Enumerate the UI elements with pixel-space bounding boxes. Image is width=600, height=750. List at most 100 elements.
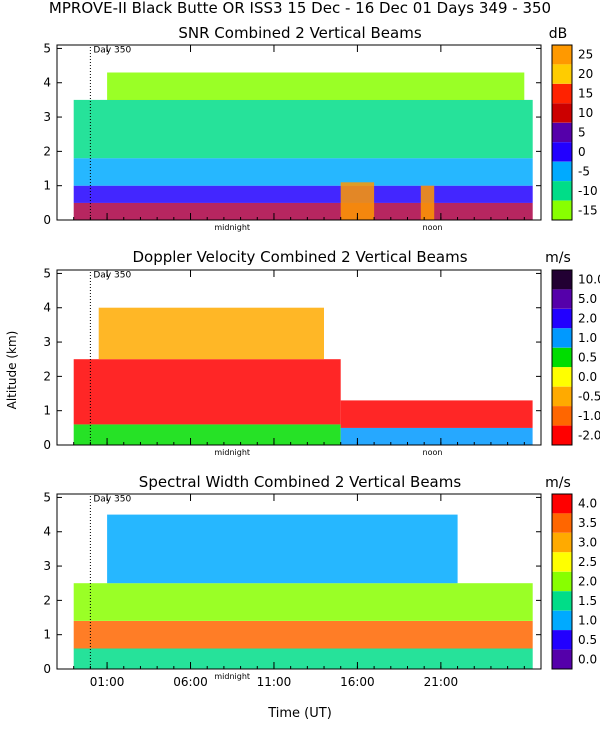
heatmap-region-late-body [340,400,533,428]
colorbar-swatch [552,181,572,201]
figure-title: MPROVE-II Black Butte OR ISS3 15 Dec - 1… [49,0,551,17]
colorbar-swatch [552,630,572,650]
colorbar-tick-label: 5.0 [578,292,597,306]
time-marker-label: midnight [214,223,250,232]
colorbar-swatch [552,386,572,407]
doppler-panel: Doppler Velocity Combined 2 Vertical Bea… [43,248,600,457]
y-tick-label: 5 [43,41,51,55]
x-tick-label: 06:00 [173,675,208,689]
heatmap-region-core [73,621,533,649]
colorbar-tick-label: 0.0 [578,370,597,384]
colorbar-swatch [552,347,572,368]
colorbar-tick-label: 0 [578,145,586,159]
colorbar-tick-label: -10 [578,184,598,198]
heatmap-region-body [73,359,341,425]
y-tick-label: 5 [43,490,51,504]
colorbar-swatch [552,270,572,290]
colorbar-tick-label: -15 [578,203,598,217]
colorbar-swatch [552,161,572,182]
plot-frame [56,44,542,221]
colorbar-swatch [552,367,572,387]
snr-panel: SNR Combined 2 Vertical Beams dB 0 1 2 3 4 5 D… [43,24,597,232]
x-axis-label: Time (UT) [267,706,332,721]
colorbar-swatch [552,64,572,84]
colorbar-swatch [552,83,572,104]
panel-title: Spectral Width Combined 2 Vertical Beams [139,473,462,491]
y-tick-label: 0 [43,662,51,676]
colorbar-unit: dB [549,26,568,42]
y-tick-label: 0 [43,438,51,452]
colorbar-tick-label: 1.0 [578,331,597,345]
y-tick-label: 3 [43,335,51,349]
colorbar-tick-label: 3.5 [578,516,597,530]
colorbar-tick-label: -0.5 [578,389,600,403]
heatmap-region-layer [73,185,533,203]
colorbar-swatch [552,142,572,162]
day-label: Day 350 [93,494,131,504]
colorbar-swatch [552,425,572,445]
colorbar-tick-label: 1.5 [578,594,597,608]
heatmap-region-hot-2 [420,185,435,220]
heatmap-region-base [73,648,533,669]
y-tick-label: 1 [43,179,51,193]
colorbar-swatch [552,649,572,669]
x-tick-label: 16:00 [340,675,375,689]
time-marker-label: midnight [214,448,250,457]
colorbar-tick-label: 0.5 [578,351,597,365]
colorbar-swatch [552,494,572,514]
y-tick-label: 5 [43,266,51,280]
panel-title: SNR Combined 2 Vertical Beams [178,24,421,42]
heatmap-region-upper [73,99,533,159]
heatmap-region-upper [107,514,458,584]
heatmap-region-top [107,72,525,100]
y-tick-label: 0 [43,213,51,227]
panel-title: Doppler Velocity Combined 2 Vertical Bea… [132,248,467,266]
colorbar-tick-label: 3.0 [578,536,597,550]
plot-frame [56,269,542,446]
heatmap-region-upper [98,307,324,360]
colorbar-swatch [552,406,572,426]
y-axis-label: Altitude (km) [5,331,19,410]
y-tick-label: 2 [43,144,51,158]
colorbar-unit: m/s [545,250,571,266]
time-marker-label: noon [423,223,443,232]
colorbar-swatch [552,610,572,631]
y-tick-label: 4 [43,301,51,315]
heatmap-region-mid [73,583,533,621]
heatmap-region-late-base [340,427,533,445]
colorbar-swatch [552,45,572,65]
colorbar-tick-label: 5 [578,126,586,140]
heatmap [73,514,533,669]
colorbar-unit: m/s [545,475,571,491]
y-tick-label: 2 [43,369,51,383]
y-tick-label: 1 [43,628,51,642]
x-tick-label: 11:00 [257,675,292,689]
colorbar-swatch [552,591,572,611]
colorbar-frame [551,44,573,221]
x-tick-label: 01:00 [90,675,125,689]
colorbar-tick-label: 2.5 [578,555,597,569]
colorbar-swatch [552,552,572,572]
spectral-width-panel: Spectral Width Combined 2 Vertical Beams… [43,473,597,689]
heatmap-region-base [73,202,533,220]
colorbar-swatch [552,328,572,348]
day-label: Day 350 [93,270,131,280]
x-tick-label: 21:00 [424,675,459,689]
colorbar-tick-label: 20 [578,67,593,81]
colorbar-tick-label: 2.0 [578,575,597,589]
y-tick-label: 2 [43,593,51,607]
colorbar-frame [551,269,573,446]
colorbar-tick-label: 0.0 [578,652,597,666]
colorbar-tick-label: 1.0 [578,613,597,627]
colorbar-tick-label: 4.0 [578,497,597,511]
y-tick-label: 1 [43,404,51,418]
plot-frame [56,493,542,670]
colorbar-swatch [552,289,572,309]
day-label: Day 350 [93,45,131,55]
y-tick-label: 3 [43,559,51,573]
y-tick-label: 4 [43,76,51,90]
y-tick-label: 3 [43,110,51,124]
heatmap [73,307,533,445]
heatmap-region-mid [73,158,533,186]
